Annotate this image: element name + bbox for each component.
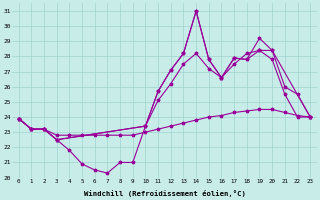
X-axis label: Windchill (Refroidissement éolien,°C): Windchill (Refroidissement éolien,°C) [84,190,245,197]
